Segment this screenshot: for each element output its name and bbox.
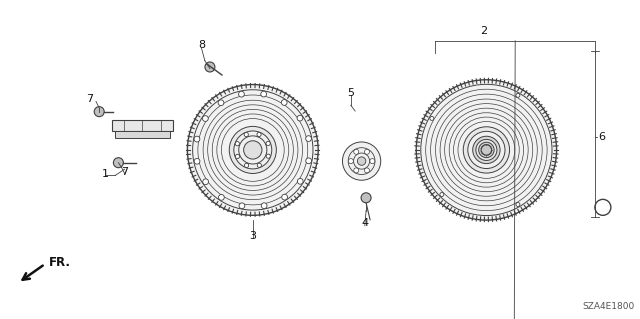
Circle shape [364,149,369,154]
Circle shape [306,158,312,164]
Text: 5: 5 [348,87,354,98]
Circle shape [218,100,224,106]
Circle shape [244,141,262,159]
Circle shape [481,145,492,155]
Circle shape [473,136,500,164]
Circle shape [94,107,104,117]
Circle shape [354,149,359,154]
FancyBboxPatch shape [112,120,173,131]
Text: 3: 3 [250,231,256,241]
Text: 1: 1 [102,169,109,179]
Circle shape [202,116,208,122]
Circle shape [261,203,267,209]
Circle shape [298,178,303,184]
Circle shape [239,91,244,97]
Circle shape [282,194,287,200]
Circle shape [266,141,270,145]
Circle shape [342,142,381,180]
Circle shape [244,163,249,167]
Circle shape [244,132,248,137]
Circle shape [516,93,520,97]
Circle shape [348,159,353,164]
Circle shape [239,203,245,209]
Circle shape [463,127,509,173]
Text: 8: 8 [198,40,205,50]
Circle shape [188,85,318,215]
Circle shape [440,193,444,197]
Circle shape [194,136,200,142]
Text: SZA4E1800: SZA4E1800 [583,302,635,311]
Circle shape [234,131,272,169]
Circle shape [203,179,209,185]
Circle shape [357,157,366,165]
FancyBboxPatch shape [115,131,170,138]
Circle shape [430,116,434,120]
Text: 2: 2 [479,26,487,36]
Circle shape [361,193,371,203]
Circle shape [479,142,494,158]
Circle shape [468,131,505,168]
Circle shape [218,195,224,200]
Circle shape [205,62,215,72]
Circle shape [354,168,359,173]
Circle shape [416,80,557,220]
Circle shape [257,163,261,167]
Text: FR.: FR. [49,256,71,269]
Circle shape [297,115,303,121]
Circle shape [260,91,266,97]
Circle shape [194,159,200,164]
Text: 6: 6 [598,132,605,142]
Circle shape [266,154,270,158]
Circle shape [370,159,375,164]
Text: 7: 7 [86,94,93,104]
Circle shape [364,168,369,173]
Text: 4: 4 [361,218,369,228]
Circle shape [236,142,239,146]
Circle shape [113,158,124,168]
Circle shape [476,139,497,160]
Circle shape [236,154,239,159]
Circle shape [257,132,261,137]
Circle shape [516,203,520,206]
Circle shape [306,136,312,141]
Circle shape [229,126,276,174]
Text: 7: 7 [121,167,129,177]
Circle shape [282,100,287,105]
